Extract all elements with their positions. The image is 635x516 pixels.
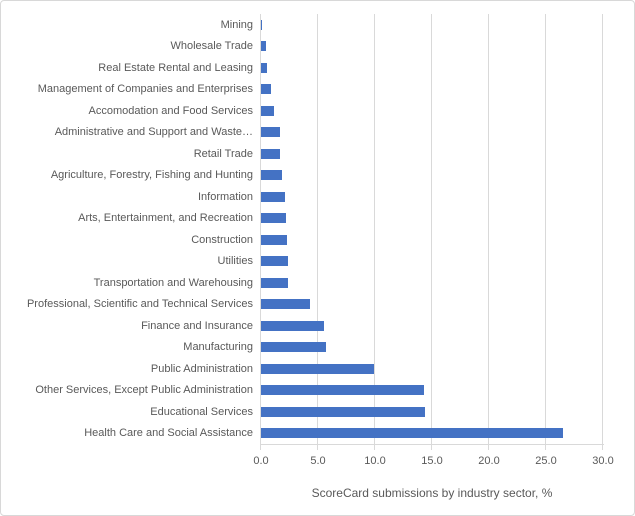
bar [261, 363, 374, 374]
bar [261, 19, 262, 30]
category-label: Construction [191, 233, 253, 246]
category-label: Management of Companies and Enterprises [37, 83, 253, 96]
category-label: Information [197, 190, 253, 203]
x-axis-tick [545, 444, 546, 450]
bar [261, 320, 324, 331]
gridline [431, 14, 432, 444]
category-label: Accomodation and Food Services [88, 104, 253, 117]
x-tick-label: 20.0 [478, 455, 500, 467]
x-tick-label: 15.0 [421, 455, 443, 467]
bar [261, 277, 288, 288]
gridline [317, 14, 318, 444]
bar [261, 148, 280, 159]
gridline [602, 14, 603, 444]
bar [261, 62, 267, 73]
x-tick-label: 10.0 [364, 455, 386, 467]
x-axis-tick [260, 444, 261, 450]
x-tick-label: 25.0 [535, 455, 557, 467]
category-label: Educational Services [150, 405, 253, 418]
category-label: Real Estate Rental and Leasing [98, 61, 253, 74]
category-label: Agriculture, Forestry, Fishing and Hunti… [50, 169, 253, 182]
category-label: Administrative and Support and Waste… [54, 126, 253, 139]
bar [261, 105, 274, 116]
gridline [488, 14, 489, 444]
category-label: Public Administration [150, 362, 253, 375]
x-axis-tick [317, 444, 318, 450]
bar [261, 406, 425, 417]
category-label: Mining [220, 18, 253, 31]
x-tick-label: 0.0 [253, 455, 269, 467]
bar [261, 170, 282, 181]
category-label: Finance and Insurance [141, 319, 253, 332]
bar [261, 385, 424, 396]
bar [261, 191, 285, 202]
bar [261, 342, 326, 353]
bar [261, 234, 287, 245]
bar [261, 127, 280, 138]
bar [261, 299, 310, 310]
bar [261, 256, 288, 267]
gridline [374, 14, 375, 444]
category-label: Manufacturing [183, 341, 253, 354]
x-tick-label: 30.0 [592, 455, 614, 467]
x-axis-tick [431, 444, 432, 450]
x-axis-tick [488, 444, 489, 450]
bar [261, 41, 266, 52]
category-label: Retail Trade [193, 147, 253, 160]
category-label: Health Care and Social Assistance [84, 427, 253, 440]
x-axis-tick [602, 444, 603, 450]
category-label: Other Services, Except Public Administra… [35, 384, 253, 397]
category-label: Utilities [217, 255, 253, 268]
x-axis-line [260, 444, 604, 445]
x-axis-tick [374, 444, 375, 450]
category-label: Wholesale Trade [170, 40, 253, 53]
category-label: Arts, Entertainment, and Recreation [78, 212, 253, 225]
gridline [545, 14, 546, 444]
bar [261, 428, 563, 439]
category-label: Transportation and Warehousing [93, 276, 253, 289]
bar [261, 84, 271, 95]
x-tick-label: 5.0 [310, 455, 326, 467]
x-axis-title: ScoreCard submissions by industry sector… [311, 486, 553, 500]
category-label: Professional, Scientific and Technical S… [26, 298, 253, 311]
category-axis-line [260, 14, 261, 444]
bar [261, 213, 286, 224]
